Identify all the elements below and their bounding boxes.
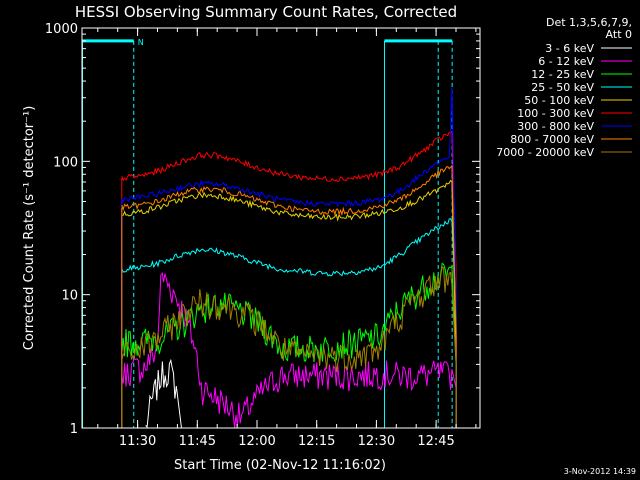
legend-label-3: 25 - 50 keV bbox=[531, 81, 594, 94]
legend-label-5: 100 - 300 keV bbox=[517, 107, 594, 120]
legend-label-0: 3 - 6 keV bbox=[545, 42, 594, 55]
x-axis-title: Start Time (02-Nov-12 11:16:02) bbox=[174, 458, 386, 473]
series-line-4 bbox=[121, 179, 457, 365]
flag-layer: N bbox=[82, 38, 453, 428]
series-line-2 bbox=[121, 262, 457, 365]
x-tick-label-2: 12:00 bbox=[238, 434, 275, 449]
y-tick-label-2: 100 bbox=[53, 155, 78, 170]
legend-header-0: Det 1,3,5,6,7,9, bbox=[546, 16, 632, 29]
series-line-1 bbox=[121, 271, 457, 429]
series-line-7 bbox=[121, 164, 457, 335]
series-line-6 bbox=[121, 87, 457, 295]
legend-header-1: Att 0 bbox=[606, 28, 632, 41]
legend-label-6: 300 - 800 keV bbox=[517, 120, 594, 133]
y-tick-label-3: 1000 bbox=[45, 22, 78, 37]
series-line-8 bbox=[121, 266, 457, 373]
x-tick-label-1: 11:45 bbox=[179, 434, 216, 449]
plot-frame bbox=[81, 27, 481, 429]
y-tick-label-0: 1 bbox=[70, 422, 78, 437]
series-layer bbox=[121, 87, 457, 429]
series-line-5 bbox=[121, 130, 457, 272]
footer-timestamp: 3-Nov-2012 14:39 bbox=[564, 467, 636, 476]
y-axis-title: Corrected Count Rate (s⁻¹ detector⁻¹) bbox=[22, 106, 37, 351]
axis-layer: 11:30 11:45 12:00 12:15 12:30 12:45 1 10 100 1000 bbox=[45, 22, 480, 449]
flag-label: N bbox=[138, 38, 144, 47]
legend-label-2: 12 - 25 keV bbox=[531, 68, 594, 81]
x-tick-label-3: 12:15 bbox=[298, 434, 335, 449]
x-tick-label-0: 11:30 bbox=[119, 434, 156, 449]
legend-label-4: 50 - 100 keV bbox=[524, 94, 594, 107]
x-tick-label-5: 12:45 bbox=[417, 434, 454, 449]
legend-label-1: 6 - 12 keV bbox=[538, 55, 594, 68]
x-tick-label-4: 12:30 bbox=[358, 434, 395, 449]
y-tick-label-1: 10 bbox=[61, 289, 78, 304]
legend-label-8: 7000 - 20000 keV bbox=[496, 146, 594, 159]
series-line-3 bbox=[121, 218, 457, 308]
chart-title: HESSI Observing Summary Count Rates, Cor… bbox=[75, 3, 457, 21]
series-line-0 bbox=[145, 358, 182, 429]
legend-label-7: 800 - 7000 keV bbox=[510, 133, 594, 146]
